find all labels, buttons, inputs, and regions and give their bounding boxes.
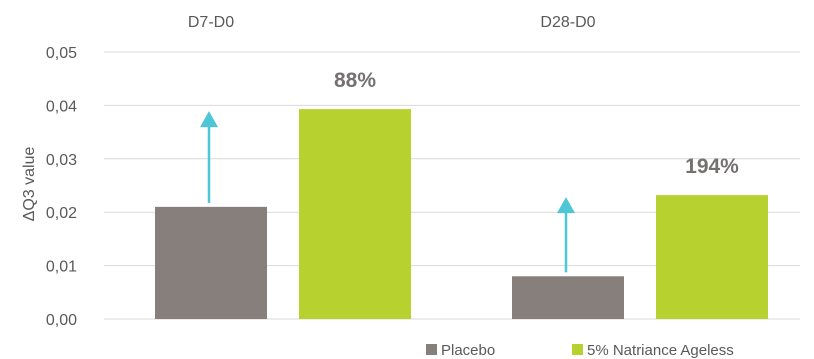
bar-placebo <box>155 206 267 319</box>
legend-swatch <box>426 344 437 355</box>
legend-swatch <box>572 344 583 355</box>
bar-natriance <box>299 109 411 319</box>
y-tick-label: 0,04 <box>46 98 77 115</box>
category-label: D28-D0 <box>540 14 595 31</box>
y-tick-label: 0,00 <box>46 312 77 329</box>
percent-annotation: 88% <box>334 69 376 92</box>
bars <box>155 109 768 319</box>
category-label: D7-D0 <box>188 14 234 31</box>
category-labels: D7-D0 D28-D0 <box>188 14 596 31</box>
y-tick-label: 0,02 <box>46 205 77 222</box>
y-tick-label: 0,03 <box>46 152 77 169</box>
y-tick-label: 0,05 <box>46 45 77 62</box>
arrow-head <box>200 111 218 128</box>
percent-annotation: 194% <box>685 155 739 178</box>
bar-natriance <box>656 195 768 319</box>
legend: Placebo 5% Natriance Ageless <box>426 342 734 359</box>
y-axis-label: ΔQ3 value <box>21 147 38 222</box>
y-tick-label: 0,01 <box>46 259 77 276</box>
arrow-head <box>557 197 575 214</box>
percent-annotations: 88% 194% <box>334 69 739 178</box>
increase-arrows <box>200 111 575 273</box>
legend-label: 5% Natriance Ageless <box>587 342 734 359</box>
bar-placebo <box>512 276 624 319</box>
y-axis-ticks: 0,00 0,01 0,02 0,03 0,04 0,05 <box>46 45 77 329</box>
legend-label: Placebo <box>441 342 495 359</box>
